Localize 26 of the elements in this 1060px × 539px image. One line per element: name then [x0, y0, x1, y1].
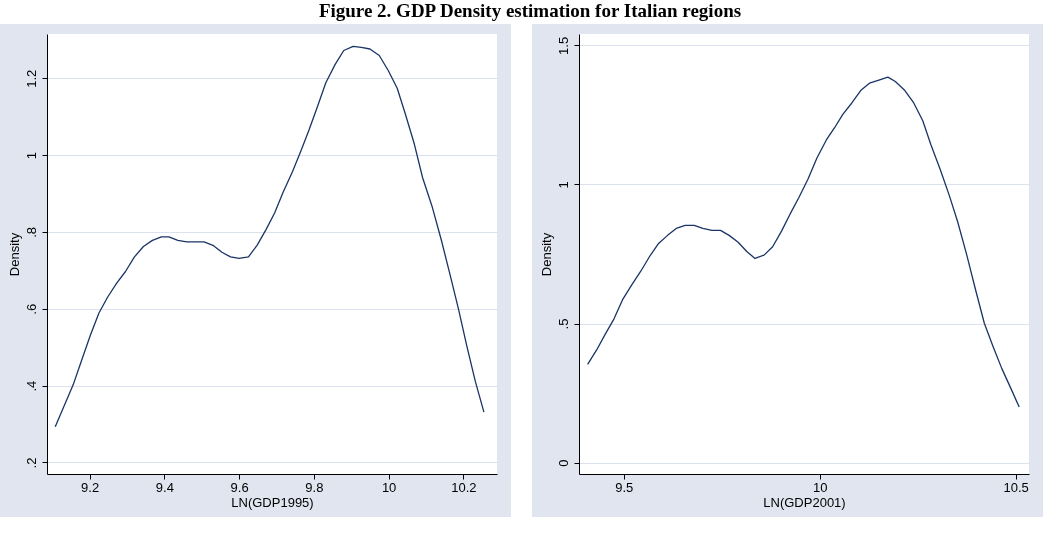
y-tick-label: .6	[23, 303, 39, 315]
x-tick-label: 10.2	[451, 479, 477, 495]
y-axis-title: Density	[538, 232, 554, 277]
y-tick-label: 1	[555, 181, 571, 189]
y-tick-label: 1	[23, 151, 39, 160]
y-axis-title: Density	[6, 232, 22, 277]
line-series	[54, 45, 485, 428]
x-tick-label: 9.4	[155, 479, 174, 495]
x-tick-label: 10.5	[1003, 479, 1029, 495]
x-axis-title: LN(GDP1995)	[231, 494, 314, 510]
y-tick-label: .4	[23, 380, 39, 392]
y-tick-label: 1.5	[555, 36, 571, 55]
x-tick-label: 10	[381, 479, 397, 495]
x-tick-label: 9.8	[305, 479, 324, 495]
x-tick-label: 9.6	[230, 479, 249, 495]
y-tick-label: .8	[23, 226, 39, 238]
x-tick-label: 9.2	[81, 479, 100, 495]
x-tick-label: 9.5	[615, 479, 634, 495]
x-tick-label: 10	[812, 479, 828, 495]
y-tick-label: .2	[23, 457, 39, 469]
y-tick-label: 0	[555, 459, 571, 467]
y-tick-label: 1.2	[23, 69, 39, 88]
chart-title: Figure 2. GDP Density estimation for Italian regions	[317, 0, 743, 23]
x-axis-title: LN(GDP2001)	[763, 494, 846, 510]
y-tick-label: .5	[555, 318, 571, 330]
line-series	[586, 76, 1020, 408]
